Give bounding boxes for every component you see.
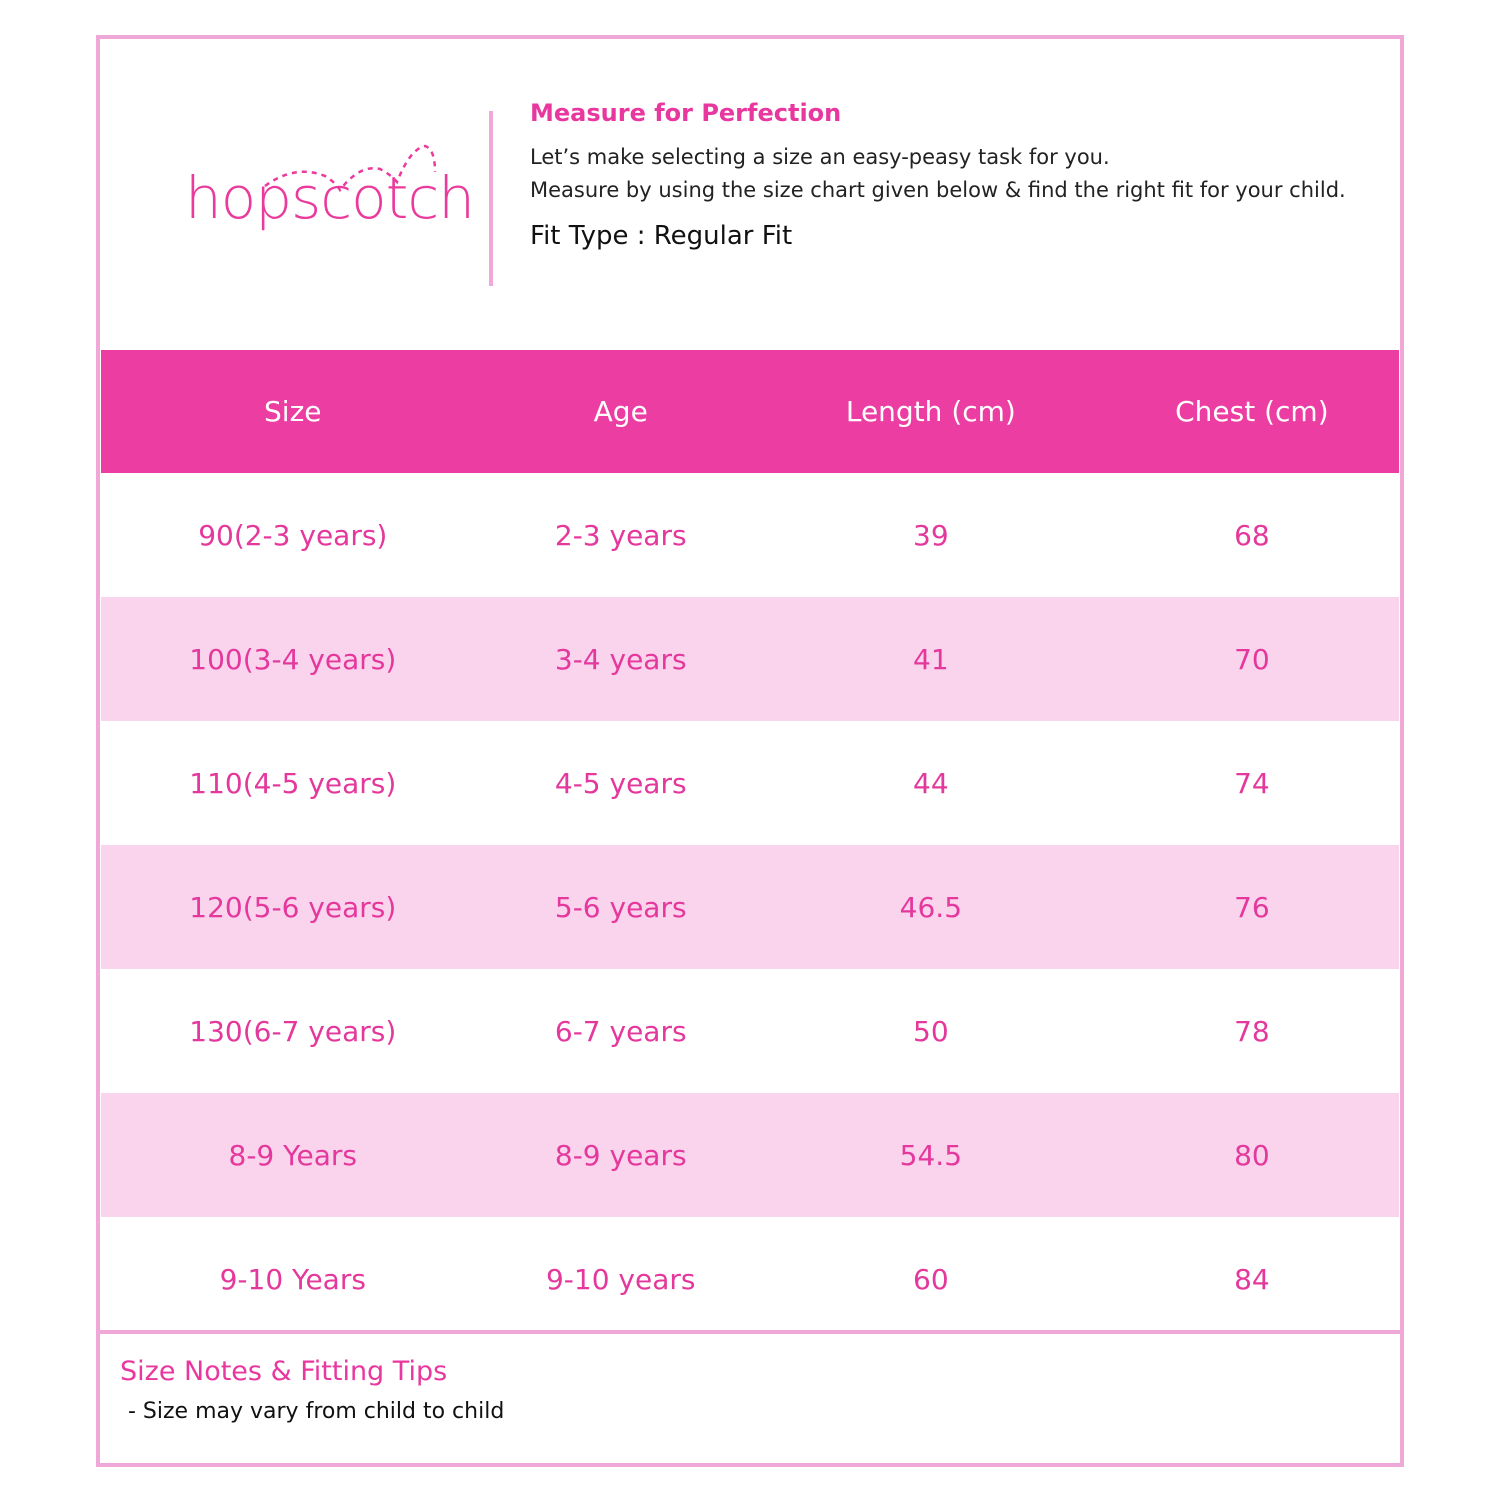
table-cell: 41: [756, 597, 1105, 721]
table-cell: 110(4-5 years): [189, 766, 397, 800]
table-cell: 120(5-6 years): [101, 845, 485, 969]
table-cell: 90(2-3 years): [198, 518, 388, 552]
fit-type: Fit Type : Regular Fit: [530, 221, 793, 251]
table-cell: 39: [913, 518, 949, 552]
table-cell: 60: [913, 1262, 949, 1296]
notes-title: Size Notes & Fitting Tips: [120, 1356, 448, 1387]
table-cell: 2-3 years: [554, 518, 687, 552]
hopscotch-logo: hopscotch: [185, 124, 475, 244]
size-chart-frame: hopscotch Measure for Perfection Let’s m…: [96, 35, 1404, 1467]
table-cell: 74: [1234, 766, 1270, 800]
table-cell: 50: [913, 1014, 949, 1048]
table-cell: 70: [1104, 597, 1399, 721]
column-header: Length (cm): [756, 350, 1105, 473]
table-cell: 44: [913, 766, 949, 800]
table-row: 8-9 Years 8-9 years 54.5 80: [101, 1093, 1399, 1217]
column-header: Age: [484, 350, 757, 473]
table-cell: 8-9 Years: [101, 1093, 485, 1217]
table-cell: 9-10 years: [545, 1262, 696, 1296]
intro-title: Measure for Perfection: [530, 99, 842, 127]
intro-line: Measure by using the size chart given be…: [530, 178, 1346, 202]
table-cell: 80: [1104, 1093, 1399, 1217]
table-cell: 78: [1234, 1014, 1270, 1048]
table-cell: 8-9 years: [484, 1093, 757, 1217]
table-row: 110(4-5 years) 4-5 years 44 74: [101, 721, 1399, 845]
table-header: Size Age Length (cm) Chest (cm): [101, 350, 1399, 473]
table-cell: 3-4 years: [484, 597, 757, 721]
table-cell: 9-10 Years: [219, 1262, 366, 1296]
table-cell: 5-6 years: [484, 845, 757, 969]
table-cell: 46.5: [756, 845, 1105, 969]
logo-text: hopscotch: [185, 164, 475, 232]
table-row: 90(2-3 years) 2-3 years 39 68: [101, 473, 1399, 597]
table-cell: 6-7 years: [554, 1014, 687, 1048]
intro-line: Let’s make selecting a size an easy-peas…: [530, 145, 1110, 169]
table-row: 100(3-4 years) 3-4 years 41 70: [101, 597, 1399, 721]
table-row: 130(6-7 years) 6-7 years 50 78: [101, 969, 1399, 1093]
column-header: Size: [101, 350, 485, 473]
intro: Measure for Perfection Let’s make select…: [530, 99, 1350, 251]
size-notes: Size Notes & Fitting Tips - Size may var…: [100, 1330, 1400, 1424]
notes-item: - Size may vary from child to child: [128, 1399, 505, 1424]
size-table: Size Age Length (cm) Chest (cm) 90(2-3 year…: [101, 350, 1399, 1341]
table-row: 120(5-6 years) 5-6 years 46.5 76: [101, 845, 1399, 969]
table-cell: 54.5: [756, 1093, 1105, 1217]
divider: [489, 111, 493, 286]
table-row: 9-10 Years 9-10 years 60 84: [101, 1217, 1399, 1341]
table-cell: 130(6-7 years): [189, 1014, 397, 1048]
table-cell: 100(3-4 years): [101, 597, 485, 721]
table-cell: 76: [1104, 845, 1399, 969]
table-cell: 68: [1234, 518, 1270, 552]
table-cell: 4-5 years: [554, 766, 687, 800]
table-cell: 84: [1234, 1262, 1270, 1296]
logo-dashed-arc: [264, 144, 437, 193]
column-header: Chest (cm): [1104, 350, 1399, 473]
